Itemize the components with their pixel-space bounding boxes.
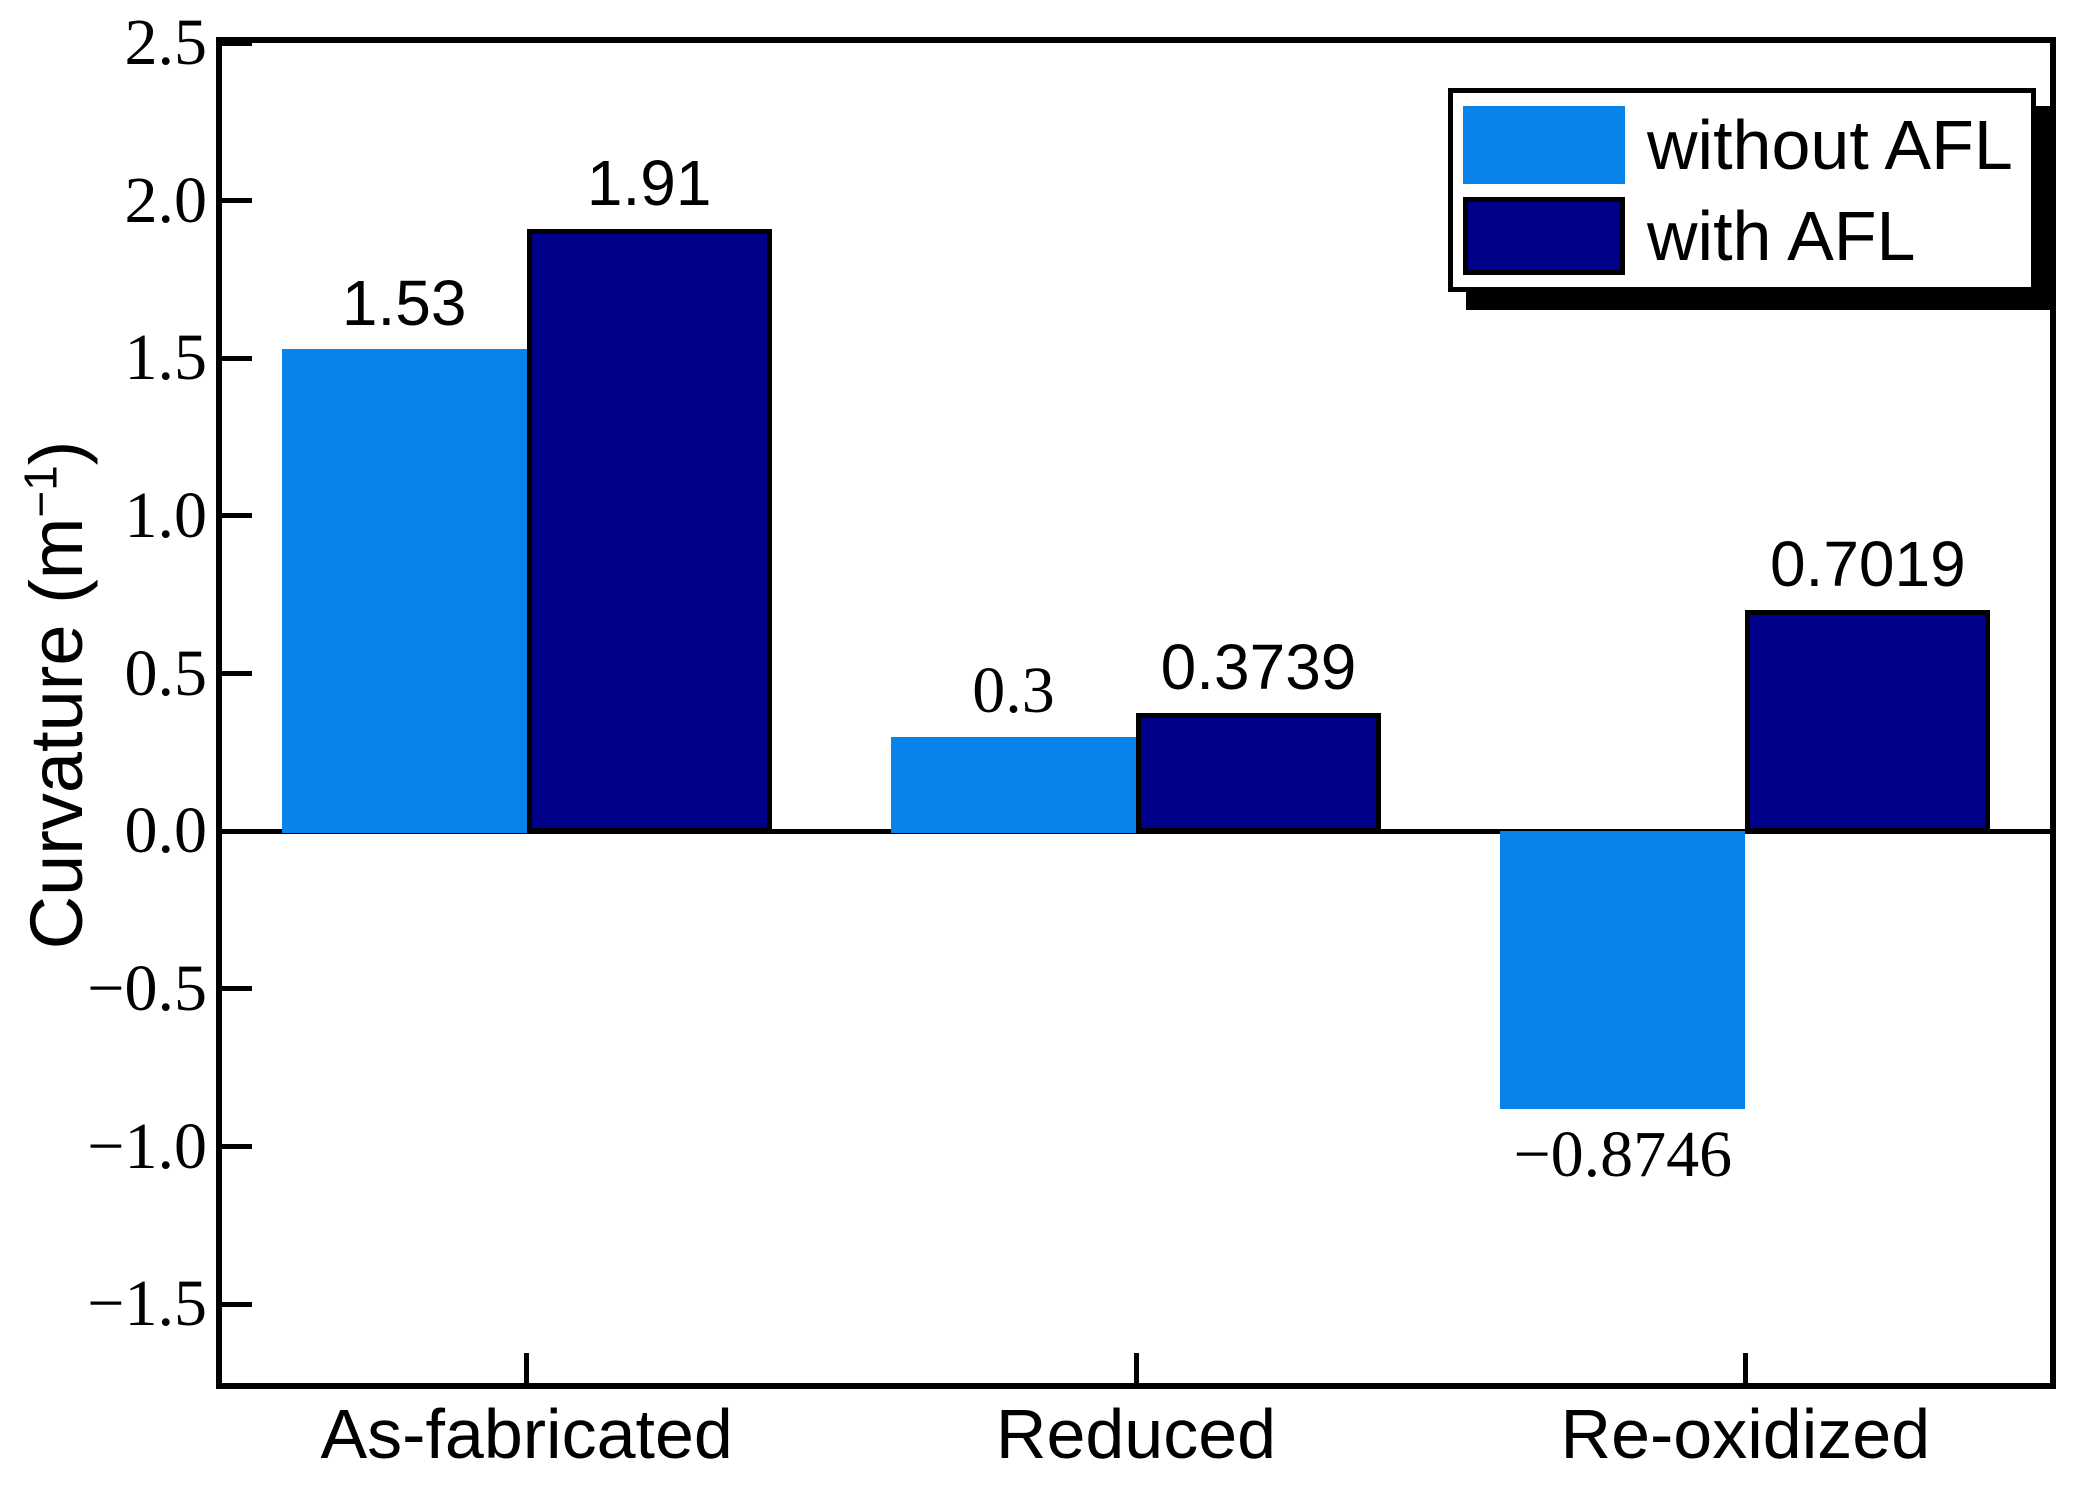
y-axis-tick xyxy=(222,1144,252,1150)
legend-entry-with-AFL: with AFL xyxy=(1463,190,2021,281)
plot-frame xyxy=(216,37,2056,1389)
bar-with-AFL-As-fabricated xyxy=(526,229,772,834)
y-axis-tick xyxy=(222,828,252,834)
bar-without-AFL-As-fabricated xyxy=(281,348,527,834)
y-axis-tick xyxy=(222,198,252,204)
y-axis-tick-label: −1.0 xyxy=(87,1109,207,1183)
y-axis-title-prefix: Curvature (m xyxy=(15,517,98,950)
bar-with-AFL-Re-oxidized xyxy=(1745,609,1991,834)
legend-entry-without-AFL: without AFL xyxy=(1463,99,2021,190)
legend: without AFL with AFL xyxy=(1448,88,2036,292)
y-axis-tick-label: −1.5 xyxy=(87,1267,207,1341)
y-axis-tick xyxy=(222,1301,252,1307)
x-category-label: Reduced xyxy=(995,1395,1277,1473)
y-axis-tick-label: 2.5 xyxy=(124,6,208,79)
bar-value-label: 0.7019 xyxy=(1769,527,1966,600)
y-axis-tick-label: 0.0 xyxy=(124,794,208,868)
bar-value-label: 1.91 xyxy=(586,147,712,220)
y-axis-tick-label: 1.0 xyxy=(124,478,208,552)
x-category-label: As-fabricated xyxy=(320,1395,733,1473)
x-axis-tick xyxy=(1742,1353,1748,1383)
y-axis-tick-label: 1.5 xyxy=(124,321,208,395)
legend-label: with AFL xyxy=(1647,196,1916,275)
y-axis-tick xyxy=(222,671,252,677)
bar-without-AFL-Reduced xyxy=(891,736,1136,834)
y-axis-title-suffix: ) xyxy=(15,440,98,466)
y-axis-tick xyxy=(222,355,252,361)
bar-value-label: −0.8746 xyxy=(1513,1117,1733,1191)
legend-swatch-without-AFL xyxy=(1463,105,1625,184)
y-axis-tick-label: 2.0 xyxy=(124,163,208,237)
y-axis-tick-label: 0.5 xyxy=(124,636,208,710)
bar-value-label: 1.53 xyxy=(341,266,467,339)
y-axis-tick xyxy=(222,986,252,992)
y-axis-tick xyxy=(222,513,252,519)
bar-with-AFL-Reduced xyxy=(1136,713,1381,834)
x-category-label: Re-oxidized xyxy=(1560,1395,1931,1473)
bar-value-label: 0.3 xyxy=(972,653,1055,727)
y-axis-tick-label: −0.5 xyxy=(87,951,207,1025)
legend-label: without AFL xyxy=(1647,105,2013,184)
x-axis-tick xyxy=(1133,1353,1139,1383)
legend-swatch-with-AFL xyxy=(1463,196,1625,275)
x-axis-tick xyxy=(524,1353,530,1383)
y-axis-tick xyxy=(222,40,252,46)
bar-without-AFL-Re-oxidized xyxy=(1500,831,1746,1109)
bar-value-label: 0.3739 xyxy=(1160,631,1357,704)
